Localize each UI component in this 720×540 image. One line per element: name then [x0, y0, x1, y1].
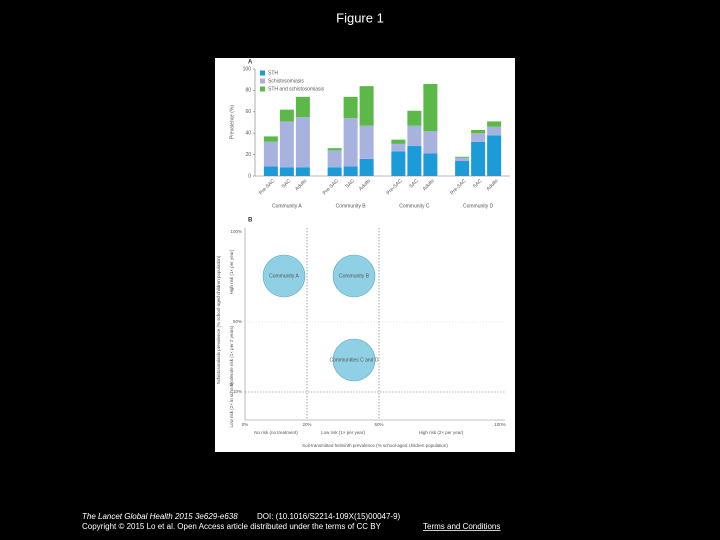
bar-segment	[263, 136, 278, 142]
copyright: Copyright © 2015 Lo et al. Open Access a…	[82, 522, 382, 531]
bar-segment	[279, 109, 294, 122]
x-tick-label: 0%	[242, 422, 249, 427]
panel-label: A	[248, 60, 253, 66]
bar-segment	[343, 166, 358, 176]
legend-label: Schistosomiasis	[268, 78, 304, 84]
terms-link[interactable]: Terms and Conditions	[423, 522, 500, 531]
x-tick-label: SAC	[344, 178, 356, 190]
bubble	[332, 338, 376, 382]
x-tick-label: SAC	[281, 178, 293, 190]
bar-segment	[391, 139, 406, 144]
x-tick-label: 20%	[302, 422, 311, 427]
y-tick-label: 100	[243, 66, 252, 72]
citation-journal: The Lancet Global Health 2015 3e629-e638	[82, 512, 238, 521]
bubble	[332, 254, 376, 298]
legend-label: STH	[268, 70, 278, 76]
x-axis-label: Soil-transmitted helminth prevalence (% …	[302, 443, 448, 448]
y-tick-label: 100%	[230, 229, 242, 234]
x-tick-label: SAC	[408, 178, 420, 190]
bar-segment	[327, 167, 342, 176]
x-risk-label: Low risk (1× per year)	[321, 430, 365, 435]
x-risk-label: High risk (2× per year)	[419, 430, 464, 435]
bar-segment	[487, 121, 502, 127]
group-label: Community D	[463, 203, 494, 209]
bar-segment	[295, 96, 310, 118]
bar-segment	[263, 141, 278, 167]
bar-segment	[295, 117, 310, 168]
bar-segment	[455, 157, 470, 162]
x-tick-label: 100%	[494, 422, 506, 427]
bar-segment	[407, 125, 422, 147]
x-tick-label: SAC	[472, 178, 484, 190]
bubble-label: Community B	[339, 273, 370, 279]
group-label: Community A	[272, 203, 302, 209]
y-axis-label: Prevalence (%)	[229, 105, 235, 140]
legend-swatch	[260, 86, 265, 92]
bar-segment	[279, 121, 294, 168]
bar-segment	[423, 153, 438, 176]
bar-segment	[391, 143, 406, 152]
bar-segment	[343, 96, 358, 119]
bar-segment	[279, 167, 294, 176]
bar-segment	[423, 83, 438, 132]
legend-swatch	[260, 70, 265, 76]
bar-segment	[455, 156, 470, 158]
bar-segment	[359, 86, 374, 126]
y-risk-label: Low risk (2× in school)	[229, 382, 234, 427]
bar-segment	[407, 110, 422, 126]
y-tick-label: 0	[248, 173, 251, 179]
y-risk-label: High risk (1× per year)	[229, 249, 234, 294]
y-axis-label: Schistosomiasis prevalence (% school-age…	[216, 255, 221, 384]
slide-title: Figure 1	[336, 10, 384, 25]
y-tick-label: 80	[245, 88, 251, 94]
bar-segment	[423, 131, 438, 154]
bar-segment	[471, 133, 486, 142]
bubble-label: Community A	[269, 273, 299, 279]
bar-segment	[359, 125, 374, 159]
y-tick-label: 20	[245, 152, 251, 158]
bar-segment	[407, 146, 422, 176]
bar-segment	[295, 167, 310, 176]
bar-segment	[391, 151, 406, 176]
bar-segment	[263, 166, 278, 176]
bar-segment	[487, 126, 502, 136]
x-risk-label: No risk (no treatment)	[254, 430, 298, 435]
bar-segment	[327, 150, 342, 168]
y-tick-label: 50%	[233, 319, 242, 324]
legend-swatch	[260, 78, 265, 84]
bar-segment	[327, 148, 342, 151]
y-risk-label: Moderate risk (1× per 2 years)	[229, 325, 234, 386]
bar-segment	[471, 129, 486, 134]
bar-segment	[487, 135, 502, 176]
y-tick-label: 40	[245, 131, 251, 137]
bubble	[262, 254, 306, 298]
bar-segment	[455, 161, 470, 176]
bar-segment	[359, 158, 374, 176]
x-tick-label: 50%	[374, 422, 383, 427]
group-label: Community C	[399, 203, 430, 209]
group-label: Community B	[336, 203, 367, 209]
y-tick-label: 60	[245, 109, 251, 115]
bubble-label: Communities C and D	[330, 357, 379, 363]
bar-segment	[343, 118, 358, 167]
citation-doi: DOI: (10.1016/S2214-109X(15)00047-9)	[257, 512, 401, 521]
bar-segment	[471, 141, 486, 176]
panel-label: B	[248, 218, 253, 224]
y-tick-label: 10%	[233, 389, 242, 394]
legend-label: STH and schistosomiasis	[268, 86, 325, 92]
